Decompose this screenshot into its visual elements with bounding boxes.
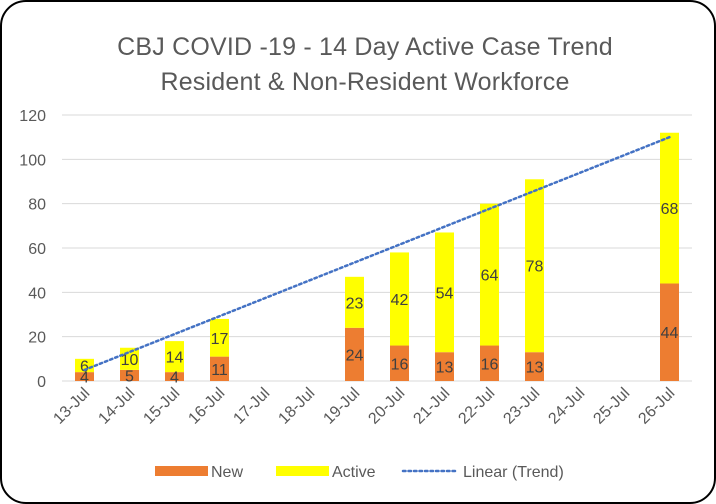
- x-tick-label: 26-Jul: [635, 385, 678, 428]
- data-label-active: 68: [661, 201, 679, 218]
- bar-active: [210, 318, 229, 357]
- y-tick-label: 0: [37, 374, 46, 391]
- legend-label-trendline: Linear (Trend): [463, 464, 564, 481]
- x-tick-label: 23-Jul: [500, 385, 543, 428]
- y-tick-label: 20: [28, 330, 46, 347]
- bar-active: [165, 341, 184, 373]
- data-label-new: 16: [391, 356, 409, 373]
- bar-new: [435, 352, 454, 381]
- legend-swatch-new: [155, 466, 208, 476]
- x-tick-label: 17-Jul: [230, 385, 273, 428]
- chart-subtitle: Resident & Non-Resident Workforce: [160, 68, 570, 96]
- data-label-new: 16: [481, 356, 499, 373]
- data-label-active: 78: [526, 259, 544, 276]
- data-label-active: 17: [211, 331, 229, 348]
- x-tick-label: 19-Jul: [320, 385, 363, 428]
- data-label-active: 14: [166, 350, 184, 367]
- y-tick-label: 100: [19, 152, 46, 169]
- legend-label-active: Active: [332, 464, 376, 481]
- legend-label-new: New: [211, 464, 243, 481]
- x-tick-label: 21-Jul: [410, 385, 453, 428]
- data-label-active: 10: [121, 352, 139, 369]
- data-label-new: 44: [661, 325, 679, 342]
- trendline: [83, 135, 671, 372]
- bar-active: [660, 132, 679, 284]
- x-tick-label: 14-Jul: [95, 385, 138, 428]
- data-label-new: 13: [436, 360, 454, 377]
- data-label-active: 64: [481, 268, 499, 285]
- data-label-new: 5: [125, 368, 134, 385]
- bar-new: [345, 327, 364, 381]
- bar-new: [480, 345, 499, 381]
- bar-new: [525, 352, 544, 381]
- data-label-active: 23: [346, 295, 364, 312]
- y-tick-label: 60: [28, 241, 46, 258]
- x-tick-label: 15-Jul: [140, 385, 183, 428]
- legend-swatch-active: [276, 466, 329, 476]
- bar-active: [345, 276, 364, 328]
- x-tick-label: 13-Jul: [50, 385, 93, 428]
- data-label-active: 42: [391, 292, 409, 309]
- data-label-active: 6: [80, 358, 89, 375]
- x-tick-label: 22-Jul: [455, 385, 498, 428]
- data-label-active: 54: [436, 285, 454, 302]
- data-label-new: 4: [170, 370, 179, 387]
- bar-new: [660, 283, 679, 381]
- bar-new: [210, 356, 229, 381]
- x-tick-label: 24-Jul: [545, 385, 588, 428]
- data-label-new: 11: [211, 362, 228, 379]
- chart-title: CBJ COVID -19 - 14 Day Active Case Trend: [117, 33, 613, 61]
- bar-new: [165, 372, 184, 381]
- data-label-new: 13: [526, 360, 544, 377]
- x-tick-label: 20-Jul: [365, 385, 408, 428]
- y-tick-label: 120: [19, 108, 46, 125]
- data-label-new: 24: [346, 347, 364, 364]
- x-tick-label: 16-Jul: [185, 385, 228, 428]
- y-tick-label: 80: [28, 197, 46, 214]
- bar-new: [75, 372, 94, 381]
- y-tick-label: 40: [28, 285, 46, 302]
- x-tick-label: 25-Jul: [590, 385, 633, 428]
- x-tick-label: 18-Jul: [275, 385, 318, 428]
- bar-new: [390, 345, 409, 381]
- bar-active: [480, 203, 499, 346]
- bar-active: [390, 252, 409, 346]
- bar-active: [435, 232, 454, 353]
- bar-active: [525, 179, 544, 353]
- bar-new: [120, 369, 139, 381]
- data-label-new: 4: [80, 370, 89, 387]
